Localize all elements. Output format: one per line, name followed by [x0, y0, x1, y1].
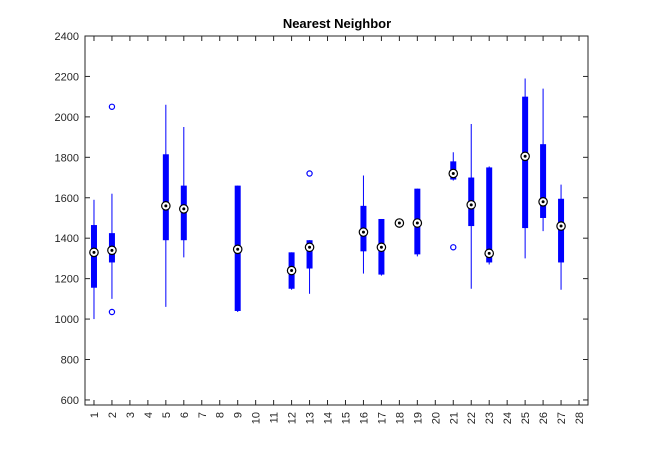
box-body [540, 144, 547, 218]
box-outlier [108, 103, 116, 110]
box-median-dot [523, 154, 527, 158]
box-median-dot [559, 224, 563, 228]
x-tick-label: 18 [394, 412, 406, 424]
x-tick-label: 10 [251, 412, 263, 424]
box-outlier [450, 244, 457, 251]
box-median-dot [92, 250, 96, 254]
x-tick-label: 14 [323, 412, 335, 424]
plot-area [84, 35, 589, 406]
y-tick-label: 2400 [55, 31, 79, 43]
box-outlier [306, 170, 313, 177]
y-tick-label: 600 [61, 395, 79, 407]
y-tick-label: 800 [61, 355, 79, 367]
y-tick-label: 1600 [55, 193, 79, 205]
x-tick-label: 15 [340, 412, 352, 424]
x-tick-label: 19 [412, 412, 424, 424]
box-body [486, 167, 493, 263]
box-median-dot [182, 207, 186, 211]
box-median-dot [236, 247, 240, 251]
x-tick-label: 5 [161, 412, 173, 418]
x-tick-label: 6 [179, 412, 191, 418]
box-median-dot [290, 269, 294, 273]
box-median-dot [487, 251, 491, 255]
x-tick-label: 28 [574, 412, 586, 424]
box-median-dot [415, 221, 419, 225]
x-tick-label: 2 [107, 412, 119, 418]
y-tick-label: 1800 [55, 152, 79, 164]
x-tick-label: 16 [358, 412, 370, 424]
x-tick-label: 8 [215, 412, 227, 418]
x-tick-label: 23 [484, 412, 496, 424]
x-tick-label: 4 [143, 412, 155, 418]
x-tick-label: 11 [269, 412, 281, 423]
box-outlier [108, 308, 116, 316]
box-median-dot [451, 171, 455, 175]
box-median-dot [164, 204, 168, 208]
x-tick-label: 7 [197, 412, 209, 418]
x-tick-label: 21 [448, 412, 460, 424]
chart-title: Nearest Neighbor [283, 16, 391, 31]
box-median-dot [397, 221, 401, 225]
box-body [522, 96, 529, 229]
x-tick-label: 1 [89, 412, 101, 418]
y-tick-label: 2000 [55, 112, 79, 124]
box-body [162, 154, 169, 241]
box-median-dot [379, 245, 383, 249]
x-tick-label: 9 [233, 412, 245, 418]
box-body [306, 240, 313, 269]
x-tick-label: 12 [287, 412, 299, 424]
box-median-dot [361, 230, 365, 234]
box-median-dot [308, 245, 312, 249]
x-tick-label: 27 [556, 412, 568, 424]
x-tick-label: 22 [466, 412, 478, 424]
y-tick-label: 2200 [55, 71, 79, 83]
x-tick-label: 3 [125, 412, 137, 418]
box-median-dot [110, 248, 114, 252]
x-tick-label: 20 [430, 412, 442, 424]
x-tick-label: 13 [305, 412, 317, 424]
y-tick-label: 1400 [55, 233, 79, 245]
box-median-dot [469, 203, 473, 207]
box-median-dot [541, 200, 545, 204]
x-tick-label: 24 [502, 412, 514, 424]
x-tick-label: 25 [520, 412, 532, 424]
y-tick-label: 1000 [55, 314, 79, 326]
x-tick-label: 17 [376, 412, 388, 424]
x-tick-label: 26 [538, 412, 550, 424]
y-tick-label: 1200 [55, 274, 79, 286]
